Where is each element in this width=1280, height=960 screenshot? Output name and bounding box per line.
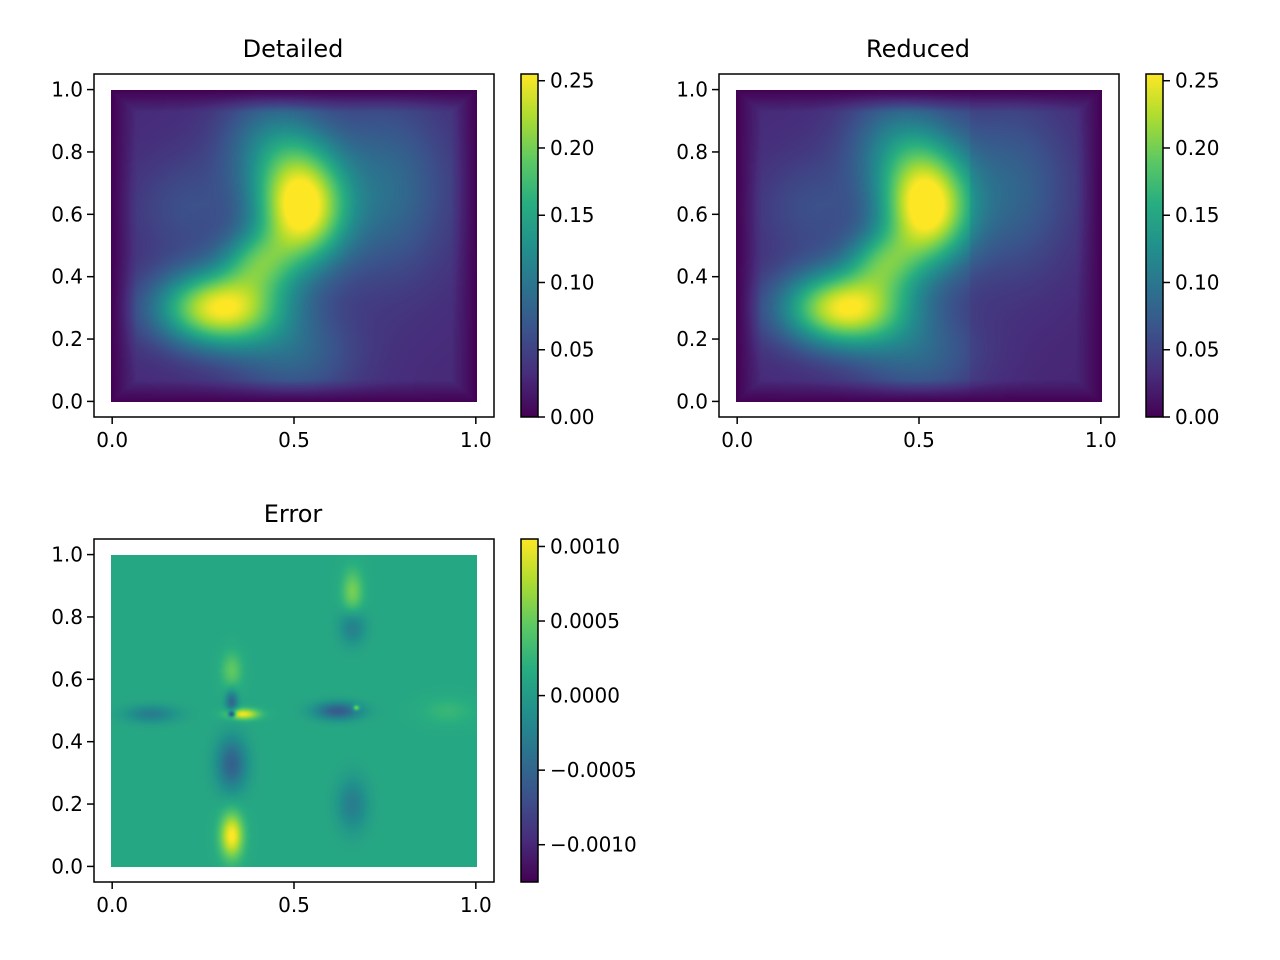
x-tick-label: 0.0: [96, 893, 128, 917]
y-tick-label: 0.4: [51, 730, 83, 754]
y-tick-label: 0.0: [51, 854, 83, 878]
colorbar-tick-label: 0.0010: [550, 534, 620, 558]
y-tick-label: 1.0: [51, 78, 83, 102]
colorbar-tick-label: 0.25: [550, 69, 595, 93]
y-tick-label: 0.8: [676, 140, 708, 164]
heatmap-area: [736, 90, 1102, 402]
panel-detailed: Detailed 0.0 0.5 1.0 0.0 0.2 0.4 0.6 0.8 1.0 0.…: [51, 35, 594, 452]
y-tick-label: 0.6: [51, 667, 83, 691]
panel-title: Error: [264, 500, 323, 528]
y-tick-label: 0.8: [51, 140, 83, 164]
panel-error: Error 0.0 0.5 1.0 0.0 0.2 0.4 0.6 0.8 1.0 0.001…: [51, 500, 637, 917]
x-tick-label: 0.5: [278, 893, 310, 917]
colorbar-tick-label: 0.15: [550, 203, 595, 227]
x-tick-label: 0.0: [721, 428, 753, 452]
panel-reduced: Reduced 0.0 0.5 1.0 0.0 0.2 0.4 0.6 0.8 1.0 0.0…: [676, 35, 1219, 452]
y-tick-label: 1.0: [676, 78, 708, 102]
y-tick-label: 0.0: [676, 389, 708, 413]
colorbar-tick-label: 0.20: [550, 136, 595, 160]
colorbar-tick-label: 0.0000: [550, 684, 620, 708]
colorbar-tick-label: 0.10: [550, 270, 595, 294]
colorbar-tick-label: −0.0010: [550, 833, 637, 857]
colorbar-tick-label: 0.25: [1175, 69, 1220, 93]
y-tick-label: 0.8: [51, 605, 83, 629]
colorbar: [1145, 73, 1164, 418]
colorbar-tick-label: −0.0005: [550, 758, 637, 782]
x-tick-label: 0.0: [96, 428, 128, 452]
y-tick-label: 0.0: [51, 389, 83, 413]
colorbar-tick-label: 0.15: [1175, 203, 1220, 227]
heatmap-area: [111, 90, 477, 402]
y-tick-label: 1.0: [51, 543, 83, 567]
colorbar: [520, 538, 539, 883]
colorbar-tick-label: 0.20: [1175, 136, 1220, 160]
colorbar-tick-label: 0.00: [1175, 405, 1220, 429]
colorbar-tick-label: 0.0005: [550, 609, 620, 633]
x-tick-label: 1.0: [460, 893, 492, 917]
panel-title: Reduced: [866, 35, 970, 63]
colorbar-tick-label: 0.10: [1175, 270, 1220, 294]
colorbar: [520, 73, 539, 418]
x-tick-label: 1.0: [1085, 428, 1117, 452]
colorbar-tick-label: 0.05: [1175, 338, 1220, 362]
y-tick-label: 0.6: [676, 202, 708, 226]
y-tick-label: 0.2: [51, 327, 83, 351]
x-tick-label: 0.5: [903, 428, 935, 452]
y-tick-label: 0.4: [676, 265, 708, 289]
colorbar-tick-label: 0.05: [550, 338, 595, 362]
x-tick-label: 1.0: [460, 428, 492, 452]
y-tick-label: 0.2: [51, 792, 83, 816]
y-tick-label: 0.4: [51, 265, 83, 289]
x-tick-label: 0.5: [278, 428, 310, 452]
panel-title: Detailed: [243, 35, 344, 63]
heatmap-area: [111, 555, 477, 867]
y-tick-label: 0.2: [676, 327, 708, 351]
colorbar-tick-label: 0.00: [550, 405, 595, 429]
y-tick-label: 0.6: [51, 202, 83, 226]
